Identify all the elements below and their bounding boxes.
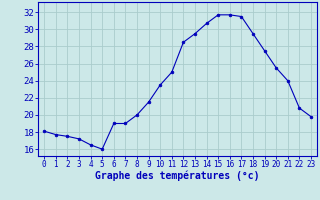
X-axis label: Graphe des températures (°c): Graphe des températures (°c) bbox=[95, 171, 260, 181]
